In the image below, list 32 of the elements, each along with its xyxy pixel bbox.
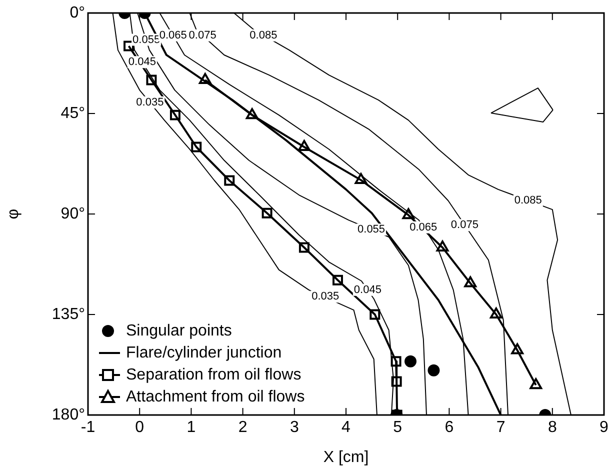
x-tick-label: 9 (600, 419, 609, 436)
y-tick-label: 90° (60, 205, 85, 222)
legend-label: Separation from oil flows (126, 366, 302, 384)
annotation: 0.065 (410, 221, 438, 234)
annotation: 0.055 (132, 34, 160, 46)
annotation: 0.045 (128, 56, 156, 68)
annotation: 0.085 (514, 194, 542, 207)
x-axis-title: X [cm] (323, 448, 369, 466)
annotation: 0.035 (136, 96, 164, 108)
legend-label: Singular points (126, 322, 232, 340)
x-tick-label: 8 (548, 419, 557, 436)
y-tick-label: 45° (60, 104, 85, 122)
y-tick-label: 0° (70, 4, 85, 22)
x-tick-label: 6 (444, 419, 454, 436)
x-tick-label: 5 (393, 419, 402, 436)
legend-label: Flare/cylinder junction (126, 344, 282, 362)
annotation: 0.045 (354, 284, 382, 296)
annotation: 0.055 (358, 224, 386, 236)
annotation: 0.065 (159, 29, 187, 42)
annotation: 0.035 (312, 290, 340, 303)
legend-label: Attachment from oil flows (126, 388, 305, 406)
x-tick-label: 3 (290, 419, 299, 436)
x-tick-label: 4 (342, 419, 351, 436)
x-tick-label: 2 (238, 419, 248, 436)
x-tick-label: 1 (186, 419, 196, 436)
annotation: 0.075 (450, 219, 478, 232)
y-tick-label: 135° (52, 306, 85, 323)
x-tick-label: 7 (496, 419, 506, 436)
y-axis-title: φ (5, 208, 22, 220)
annotation: 0.085 (250, 29, 278, 42)
annotation: 0.075 (188, 29, 216, 42)
x-tick-label: 0 (135, 419, 144, 436)
